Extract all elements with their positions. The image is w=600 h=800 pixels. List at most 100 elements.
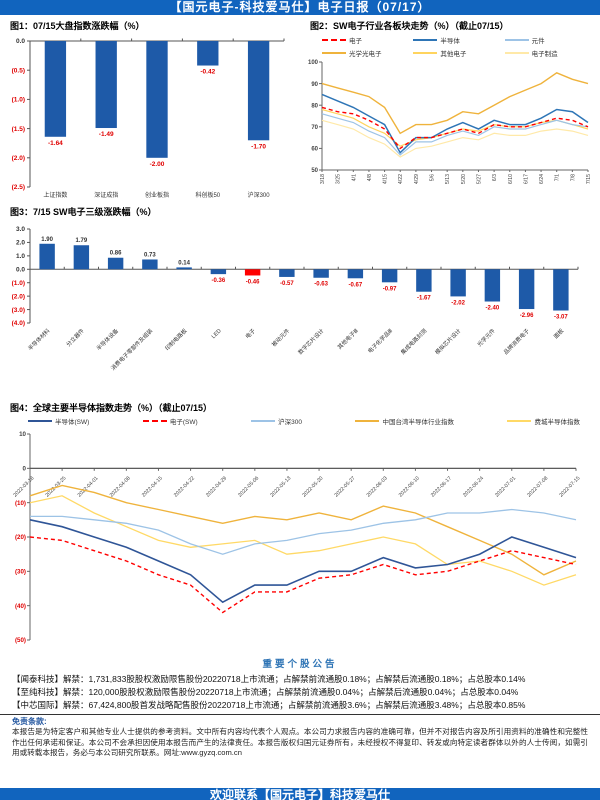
svg-text:6/3: 6/3	[492, 174, 498, 181]
svg-text:光学元件: 光学元件	[475, 326, 497, 348]
svg-text:分立器件: 分立器件	[64, 326, 86, 348]
figures-row: 图1：07/15大盘指数涨跌幅（%） 0.0 (0.5) (1.0) (1.5) (2.…	[0, 15, 600, 201]
svg-text:-3.07: -3.07	[554, 315, 568, 321]
legend-item-电子: 电子	[322, 35, 413, 45]
svg-text:半导体设备: 半导体设备	[95, 326, 121, 352]
legend-label: 元件	[531, 38, 545, 45]
legend-swatch-元件	[504, 39, 529, 41]
svg-text:2022-04-08: 2022-04-08	[109, 475, 132, 498]
svg-text:0.0: 0.0	[16, 266, 25, 273]
legend-swatch-电子(SW)	[142, 420, 167, 422]
svg-text:70: 70	[311, 125, 318, 131]
bar-面板	[553, 269, 569, 311]
legend-swatch-电子	[322, 39, 346, 41]
svg-text:6/17: 6/17	[523, 174, 529, 184]
legend-label: 电子(SW)	[169, 419, 198, 426]
bar-其他电子Ⅲ	[347, 269, 364, 279]
fig2-legend: 电子 半导体 元件光学光电子 其他电子 电子制造	[300, 33, 600, 58]
svg-text:-0.63: -0.63	[314, 282, 328, 288]
svg-text:0.73: 0.73	[144, 252, 156, 258]
disclaimer-label: 免责条款:	[12, 717, 47, 727]
legend-label: 沪深300	[278, 419, 302, 426]
svg-text:4/29: 4/29	[414, 174, 420, 184]
svg-text:(1.0): (1.0)	[12, 280, 25, 287]
bar-科创板50	[197, 41, 219, 66]
bar-品牌消费电子	[518, 269, 535, 310]
svg-text:1.79: 1.79	[76, 238, 88, 244]
svg-text:2022-05-13: 2022-05-13	[269, 475, 292, 498]
svg-text:2022-05-27: 2022-05-27	[334, 475, 357, 498]
svg-text:2022-04-29: 2022-04-29	[205, 475, 228, 498]
legend-item-费城半导体指数: 费城半导体指数	[507, 416, 580, 426]
svg-text:(2.5): (2.5)	[12, 184, 25, 191]
report-title: 【国元电子-科技爱马仕】电子日报（07/17）	[169, 0, 431, 14]
svg-text:电子化学品Ⅲ: 电子化学品Ⅲ	[366, 327, 394, 355]
fig4-line-chart: 100(10)(20)(30)(40)(50)2022-03-18 2022-03…	[12, 431, 581, 644]
legend-label: 其他电子	[440, 51, 467, 58]
svg-text:被动元件: 被动元件	[270, 326, 292, 348]
svg-text:3/18: 3/18	[320, 174, 326, 184]
bar-半导体设备	[107, 257, 124, 270]
legend-label: 半导体(SW)	[55, 419, 90, 426]
announcements-list: 【闻泰科技】解禁：1,731,833股股权激励限售股份20220718上市流通；…	[0, 673, 600, 711]
svg-text:4/22: 4/22	[398, 174, 404, 184]
legend-swatch-半导体(SW)	[28, 420, 52, 422]
svg-text:(50): (50)	[15, 637, 26, 644]
legend-item-半导体(SW): 半导体(SW)	[28, 416, 89, 426]
legend-item-半导体: 半导体	[413, 35, 504, 45]
svg-text:7/1: 7/1	[555, 174, 561, 181]
bar-分立器件	[73, 245, 90, 270]
legend-item-其他电子: 其他电子	[413, 48, 504, 58]
svg-text:-2.96: -2.96	[520, 313, 534, 319]
legend-label: 费城半导体指数	[534, 419, 580, 426]
report-footer-bar: 欢迎联系【国元电子】科技爱马仕	[0, 788, 600, 800]
svg-text:上证指数: 上证指数	[43, 191, 67, 199]
svg-text:-0.57: -0.57	[280, 281, 294, 287]
svg-text:-1.49: -1.49	[99, 131, 114, 138]
legend-swatch-电子制造	[504, 52, 529, 54]
svg-text:2022-06-10: 2022-06-10	[398, 475, 421, 498]
svg-text:2022-04-01: 2022-04-01	[77, 475, 100, 498]
bar-印制电路板	[176, 267, 192, 270]
svg-text:2022-05-06: 2022-05-06	[237, 475, 260, 498]
bar-模拟芯片设计	[450, 269, 466, 297]
svg-text:品牌消费电子: 品牌消费电子	[502, 326, 532, 356]
svg-text:3.0: 3.0	[16, 226, 25, 233]
footer-text: 欢迎联系【国元电子】科技爱马仕	[209, 788, 390, 800]
legend-swatch-沪深300	[251, 420, 276, 422]
legend-label: 电子制造	[531, 51, 558, 58]
bar-数字芯片设计	[313, 269, 329, 278]
svg-text:2022-07-01: 2022-07-01	[494, 475, 517, 498]
fig2-block: 图2：SW电子行业各板块走势（%）（截止07/15） 电子 半导体 元件 光学光电子 其…	[300, 15, 600, 201]
svg-text:-1.70: -1.70	[251, 143, 266, 150]
svg-text:(1.5): (1.5)	[12, 126, 25, 133]
report-header-bar: 【国元电子-科技爱马仕】电子日报（07/17）	[0, 0, 600, 15]
bar-LED	[210, 269, 227, 275]
svg-text:-0.46: -0.46	[246, 279, 260, 285]
legend-swatch-中国台湾半导体行业指数	[355, 420, 380, 422]
legend-item-电子制造: 电子制造	[504, 48, 596, 58]
svg-text:其他电子Ⅲ: 其他电子Ⅲ	[336, 327, 360, 351]
svg-text:-0.42: -0.42	[200, 69, 215, 76]
fig3-block: 图3：7/15 SW电子三级涨跌幅（%） 3.0 2.0 1.0 0.0 (1.0) (2…	[0, 201, 600, 397]
legend-label: 光学光电子	[349, 51, 382, 58]
series-元件	[321, 113, 589, 156]
svg-text:90: 90	[311, 82, 318, 88]
fig4-legend: 半导体(SW) 电子(SW) 沪深300 中国台湾半导体行业指数 费城半导体指数	[0, 415, 600, 426]
svg-text:印制电路板: 印制电路板	[163, 326, 189, 352]
announcement-item: 【闻泰科技】解禁：1,731,833股股权激励限售股份20220718上市流通；…	[12, 674, 526, 684]
fig4-title: 图4：全球主要半导体指数走势（%）（截止07/15）	[10, 403, 213, 413]
announcement-item: 【至纯科技】解禁：120,000股股权激励限售股份20220718上市流通；占解…	[12, 687, 519, 698]
svg-text:2.0: 2.0	[16, 240, 25, 247]
svg-text:模拟芯片设计: 模拟芯片设计	[433, 326, 463, 356]
fig1-block: 图1：07/15大盘指数涨跌幅（%） 0.0 (0.5) (1.0) (1.5) (2.…	[0, 15, 300, 201]
bar-光学元件	[484, 269, 501, 302]
svg-text:100: 100	[308, 60, 319, 66]
legend-label: 中国台湾半导体行业指数	[382, 419, 454, 426]
svg-text:7/8: 7/8	[570, 174, 576, 181]
svg-text:集成电路封测: 集成电路封测	[399, 326, 429, 356]
bar-集成电路封测	[416, 269, 432, 292]
svg-text:0: 0	[23, 466, 27, 473]
svg-text:3/25: 3/25	[336, 174, 342, 184]
svg-text:2022-06-03: 2022-06-03	[366, 475, 389, 498]
